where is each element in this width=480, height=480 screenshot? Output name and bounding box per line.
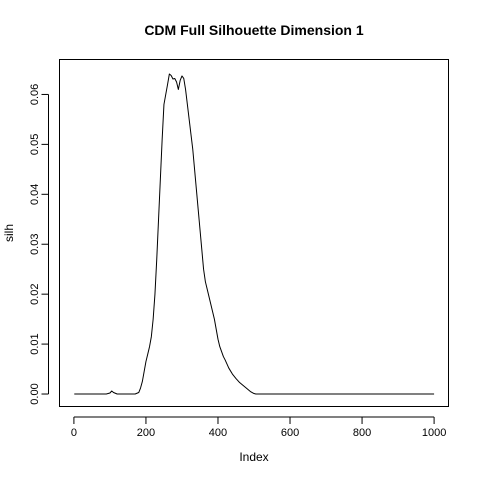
- x-tick-label: 1000: [422, 427, 446, 439]
- x-axis-label: Index: [239, 450, 268, 464]
- x-tick-label: 200: [137, 427, 155, 439]
- x-tick-label: 400: [209, 427, 227, 439]
- y-tick-label: 0.05: [29, 134, 41, 155]
- y-tick-label: 0.06: [29, 84, 41, 105]
- x-tick-label: 0: [71, 427, 77, 439]
- y-tick-label: 0.00: [29, 383, 41, 404]
- y-tick-label: 0.02: [29, 283, 41, 304]
- plot-frame: [59, 59, 449, 407]
- x-axis: 0 200 400 600 800 1000: [71, 416, 446, 439]
- y-tick-label: 0.03: [29, 234, 41, 255]
- x-tick-label: 600: [281, 427, 299, 439]
- y-tick-label: 0.04: [29, 184, 41, 205]
- x-tick-label: 800: [353, 427, 371, 439]
- y-tick-label: 0.01: [29, 333, 41, 354]
- y-axis: 0.00 0.01 0.02 0.03 0.04 0.05 0.06: [29, 84, 49, 405]
- series-line: [74, 73, 435, 395]
- chart-title: CDM Full Silhouette Dimension 1: [144, 22, 364, 38]
- y-axis-label: silh: [2, 224, 16, 242]
